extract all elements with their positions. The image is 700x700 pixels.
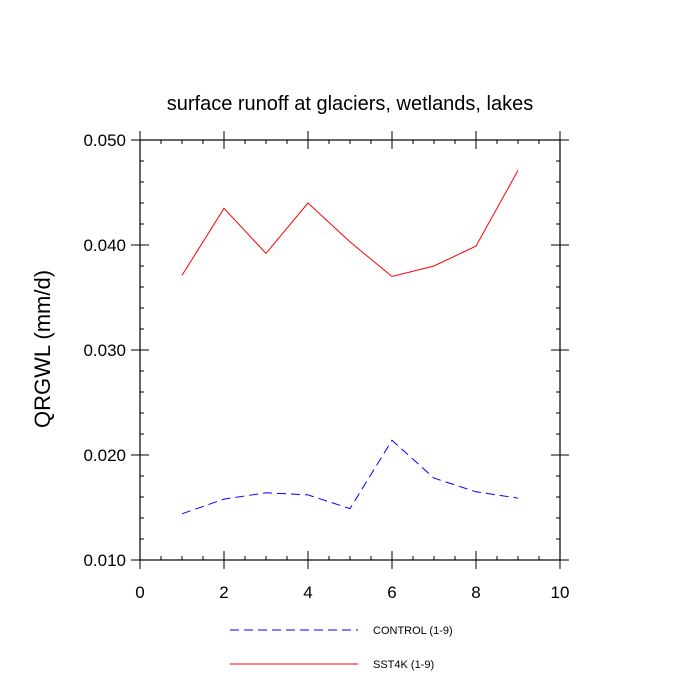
y-tick-labels: 0.010 0.020 0.030 0.040 0.050 — [83, 131, 126, 570]
y-tick-label: 0.020 — [83, 446, 126, 465]
plot-border — [139, 139, 561, 561]
series-line-control — [181, 439, 519, 515]
x-tick-label: 2 — [219, 583, 228, 602]
major-ticks — [131, 131, 569, 569]
x-tick-label: 8 — [471, 583, 480, 602]
y-tick-label: 0.050 — [83, 131, 126, 150]
y-tick-label: 0.040 — [83, 236, 126, 255]
x-tick-label: 4 — [303, 583, 312, 602]
legend-label: CONTROL (1-9) — [373, 625, 453, 637]
minor-ticks — [140, 140, 560, 560]
y-tick-label: 0.030 — [83, 341, 126, 360]
x-tick-labels: 0 2 4 6 8 10 — [135, 583, 569, 602]
y-axis-label: QRGWL (mm/d) — [30, 270, 55, 428]
series-lines — [181, 170, 519, 515]
legend-label: SST4K (1-9) — [373, 659, 434, 671]
x-tick-label: 6 — [387, 583, 396, 602]
series-line-sst4k — [181, 170, 519, 278]
legend: CONTROL (1-9) SST4K (1-9) — [230, 625, 453, 671]
x-tick-label: 0 — [135, 583, 144, 602]
x-tick-label: 10 — [551, 583, 570, 602]
y-tick-label: 0.010 — [83, 551, 126, 570]
plot-frame — [139, 139, 561, 561]
chart-title: surface runoff at glaciers, wetlands, la… — [167, 93, 533, 115]
